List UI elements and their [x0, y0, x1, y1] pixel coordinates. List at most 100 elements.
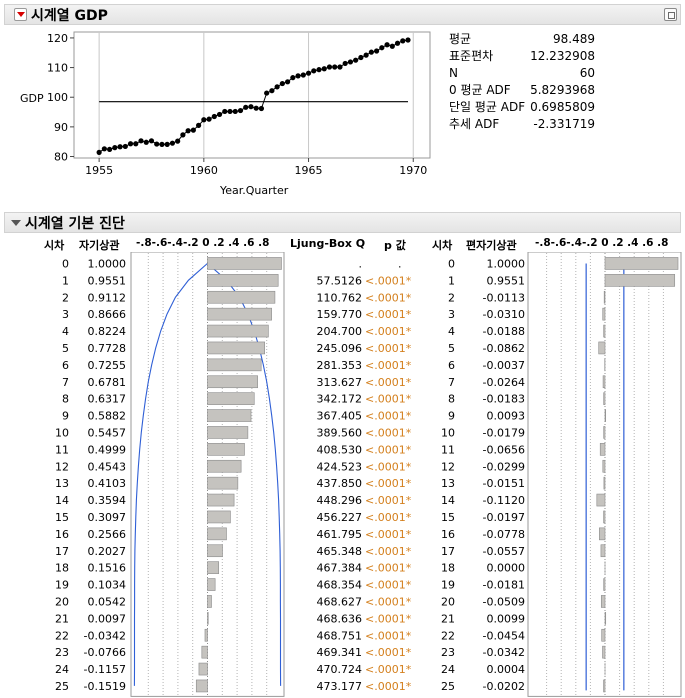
- y-tick-label: 80: [54, 151, 68, 164]
- ljung-box-cell: 468.354: [317, 579, 363, 592]
- acf-bar: [207, 257, 282, 270]
- acf-cell: 0.4999: [88, 443, 127, 456]
- stat-label: 평균: [449, 32, 472, 46]
- ljung-box-cell: 204.700: [317, 325, 363, 338]
- data-point: [285, 79, 291, 85]
- disclosure-triangle-icon[interactable]: [11, 219, 21, 226]
- acf-cell: 0.1034: [88, 579, 127, 592]
- p-value-cell: <.0001*: [365, 393, 412, 406]
- y-tick-label: 100: [47, 91, 68, 104]
- lag2-cell: 9: [448, 410, 455, 423]
- stat-row: 0 평균 ADF 5.8293968: [449, 82, 595, 99]
- acf-bar: [207, 392, 255, 405]
- data-point: [326, 64, 333, 70]
- acf-cell: 0.2027: [88, 545, 127, 558]
- pacf-cell: -0.0264: [483, 376, 525, 389]
- lag2-cell: 16: [441, 528, 455, 541]
- acf-bar: [207, 510, 231, 524]
- p-value-cell: <.0001*: [365, 663, 412, 676]
- data-point: [117, 144, 123, 150]
- lag-cell: 24: [55, 663, 69, 676]
- stat-value: 0.6985809: [530, 100, 595, 114]
- acf-bar: [207, 443, 245, 456]
- lag2-cell: 23: [441, 646, 455, 659]
- lag-cell: 7: [62, 376, 69, 389]
- pacf-cell: -0.0151: [483, 477, 525, 490]
- acf-bar: [207, 476, 239, 490]
- data-point: [154, 141, 160, 147]
- pacf-cell: 0.0099: [487, 612, 526, 625]
- data-point: [269, 88, 275, 94]
- lag2-cell: 0: [448, 257, 455, 270]
- acf-cell: 0.6317: [88, 393, 127, 406]
- pacf-bar: [602, 375, 606, 389]
- lag-cell: 18: [55, 562, 69, 575]
- acf-bar: [207, 274, 279, 287]
- acf-cell: 0.8666: [88, 308, 127, 321]
- stat-label: 단일 평균 ADF: [449, 100, 526, 114]
- summary-stats: 평균 98.489 표준편차 12.232908 N 60 0 평균 ADF 5.829396…: [449, 31, 595, 133]
- acf-cell: 0.5457: [88, 426, 127, 439]
- stat-row: 단일 평균 ADF 0.6985809: [449, 99, 595, 116]
- p-value-cell: <.0001*: [365, 359, 412, 372]
- pacf-cell: -0.1120: [483, 494, 525, 507]
- pacf-cell: -0.0179: [483, 426, 525, 439]
- data-point: [374, 48, 380, 54]
- ljung-box-cell: 313.627: [317, 376, 363, 389]
- pacf-cell: -0.0202: [483, 680, 525, 693]
- ljung-box-cell: 467.384: [317, 562, 363, 575]
- acf-bar: [207, 595, 212, 608]
- data-point: [363, 52, 369, 58]
- acf-cell: 0.4103: [88, 477, 127, 490]
- lag-cell: 8: [62, 393, 69, 406]
- acf-bar: [207, 561, 220, 574]
- pacf-cell: -0.0454: [483, 629, 525, 642]
- lag-cell: 9: [62, 410, 69, 423]
- data-point: [243, 104, 249, 110]
- pacf-cell: -0.0181: [483, 579, 525, 592]
- p-value-cell: <.0001*: [365, 562, 412, 575]
- ljung-box-cell: 468.751: [317, 629, 363, 642]
- pacf-bar: [604, 409, 606, 422]
- lag-cell: 10: [55, 426, 69, 439]
- acf-cell: 0.7255: [88, 359, 127, 372]
- lag2-cell: 17: [441, 545, 455, 558]
- p-value-cell: <.0001*: [365, 291, 412, 304]
- lag2-cell: 1: [448, 274, 455, 287]
- lag-cell: 1: [62, 274, 69, 287]
- data-point: [201, 117, 207, 123]
- data-point: [138, 138, 144, 144]
- data-point: [305, 70, 312, 76]
- p-value-cell: <.0001*: [365, 629, 412, 642]
- time-series-header[interactable]: 시계열 GDP: [4, 4, 681, 25]
- pacf-cell: -0.0656: [483, 443, 525, 456]
- lag-cell: 11: [55, 443, 69, 456]
- acf-cell: 0.3594: [88, 494, 127, 507]
- pacf-bar: [600, 595, 606, 608]
- stat-value: 60: [579, 66, 595, 80]
- data-point: [169, 140, 176, 146]
- p-value-cell: <.0001*: [365, 477, 412, 490]
- x-axis-label: Year.Quarter: [219, 184, 289, 197]
- ljung-box-cell: 456.227: [317, 511, 363, 524]
- window-restore-icon[interactable]: [664, 8, 677, 21]
- lag-cell: 16: [55, 528, 69, 541]
- lag-cell: 21: [55, 612, 69, 625]
- stat-row: 추세 ADF -2.331719: [449, 116, 595, 133]
- data-point: [353, 57, 359, 63]
- data-point: [300, 72, 306, 78]
- data-point: [347, 59, 354, 65]
- data-point: [107, 146, 113, 153]
- lag-cell: 12: [55, 460, 69, 473]
- stat-row: 평균 98.489: [449, 31, 595, 48]
- red-triangle-menu-button[interactable]: [14, 8, 27, 21]
- lag-cell: 14: [55, 494, 69, 507]
- diagnostics-header[interactable]: 시계열 기본 진단: [4, 212, 681, 233]
- data-point: [264, 90, 270, 96]
- lag-cell: 17: [55, 545, 69, 558]
- acf-bar: [207, 493, 235, 507]
- data-point: [211, 113, 217, 120]
- data-point: [400, 38, 406, 44]
- data-point: [175, 138, 181, 144]
- data-point: [379, 45, 385, 51]
